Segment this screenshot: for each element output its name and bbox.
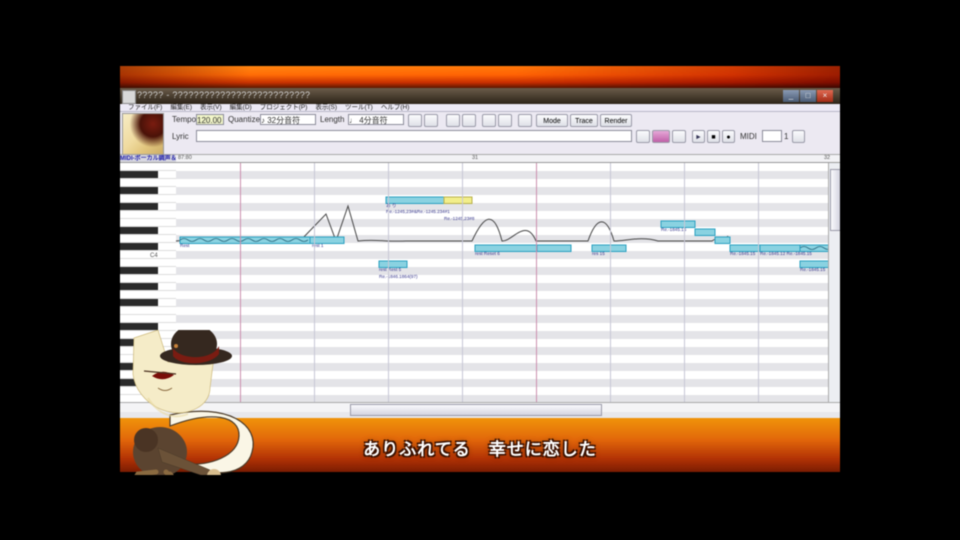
svg-text:res 15: res 15 [592, 251, 605, 256]
svg-text:Rest: Rest [180, 243, 190, 248]
svg-text:Re.-1846.1864(97): Re.-1846.1864(97) [379, 274, 418, 279]
svg-text:Re.-1845.15: Re.-1845.15 [730, 251, 756, 256]
svg-text:rest Reset 6: rest Reset 6 [475, 251, 500, 256]
svg-text:Re.-1245,23#&Re.-1245.234#1: Re.-1245,23#&Re.-1245.234#1 [386, 209, 450, 214]
svg-text:Re.-1245,23#8: Re.-1245,23#8 [444, 216, 475, 221]
svg-text:Re.-1845.15: Re.-1845.15 [800, 267, 826, 272]
svg-text:Re.-1845.15: Re.-1845.15 [661, 227, 687, 232]
svg-text:Re.-1845.12 Re.-1845.15: Re.-1845.12 Re.-1845.15 [760, 251, 812, 256]
svg-text:rest Rest 5: rest Rest 5 [379, 267, 402, 272]
